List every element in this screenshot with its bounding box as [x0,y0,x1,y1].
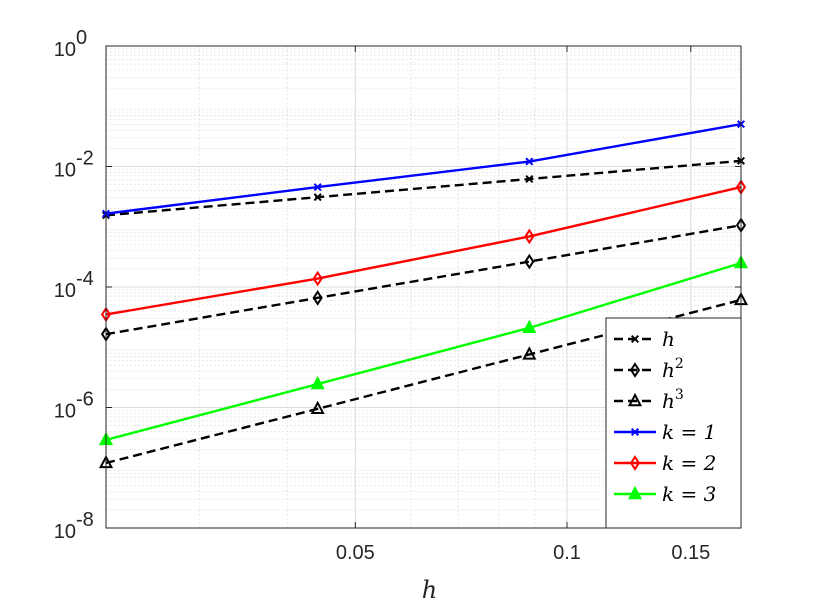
y-tick-label: 100 [54,27,87,61]
data-point-h3-2 [522,346,537,360]
x-tick-label: 0.1 [553,542,581,564]
legend-entry-k1: k = 1 [614,420,716,444]
legend-label-k3: k = 3 [662,482,716,506]
legend-label-h3: h3 [662,387,684,413]
y-tick-exponent: -4 [76,268,94,290]
legend-entry-k2: k = 2 [614,451,716,475]
data-point-h2-1 [312,290,323,306]
legend-marker-k2 [629,455,641,471]
y-tick-base: 10 [54,39,76,61]
series-line-k3 [105,261,742,442]
legend-marker-h2 [629,362,641,378]
x-tick-label: 0.05 [336,542,375,564]
legend-label-h: h [662,327,675,351]
y-tick-exponent: -8 [76,509,94,531]
legend-entry-h2: h2 [614,356,684,382]
series-line-h2 [105,224,742,336]
data-point-h-2 [525,175,534,184]
data-point-k2-1 [312,270,323,287]
y-tick-label: 10-6 [54,389,94,423]
legend-marker-h [630,334,640,344]
y-tick-base: 10 [54,401,76,423]
legend-label-k2: k = 2 [662,451,716,475]
y-tick-exponent: -2 [76,148,94,170]
y-tick-base: 10 [54,280,76,302]
y-tick-label: 10-8 [54,509,94,543]
y-tick-label: 10-4 [54,268,94,302]
series-line-k2 [105,185,742,316]
legend-label-h2: h2 [662,356,684,382]
data-point-h-1 [313,193,322,202]
data-point-h2-2 [524,253,535,270]
legend-entry-h3: h3 [614,387,684,413]
legend-label-k1: k = 1 [662,420,716,444]
series-layer [98,120,749,469]
data-point-k1-1 [313,183,322,192]
legend-marker-h3 [627,392,643,407]
x-tick-label: 0.15 [671,542,710,564]
data-point-k1-2 [525,157,534,166]
y-tick-base: 10 [54,521,76,543]
data-point-h3-1 [310,400,325,415]
data-point-k3-2 [522,319,537,334]
series-line-h [105,159,742,217]
legend: h h2 h3 k = 1 k = 2 k = 3 [605,317,742,529]
legend-marker-k3 [627,485,643,500]
legend-marker-k1 [630,427,640,437]
y-tick-base: 10 [54,160,76,182]
legend-entry-h: h [614,327,675,351]
y-tick-exponent: 0 [76,27,87,49]
data-point-k2-2 [524,228,535,245]
legend-entry-k3: k = 3 [614,482,716,506]
data-point-k3-1 [310,375,325,390]
x-axis-label: h [422,576,437,604]
y-tick-exponent: -6 [76,389,94,411]
series-line-k1 [105,122,742,215]
y-tick-label: 10-2 [54,148,94,182]
